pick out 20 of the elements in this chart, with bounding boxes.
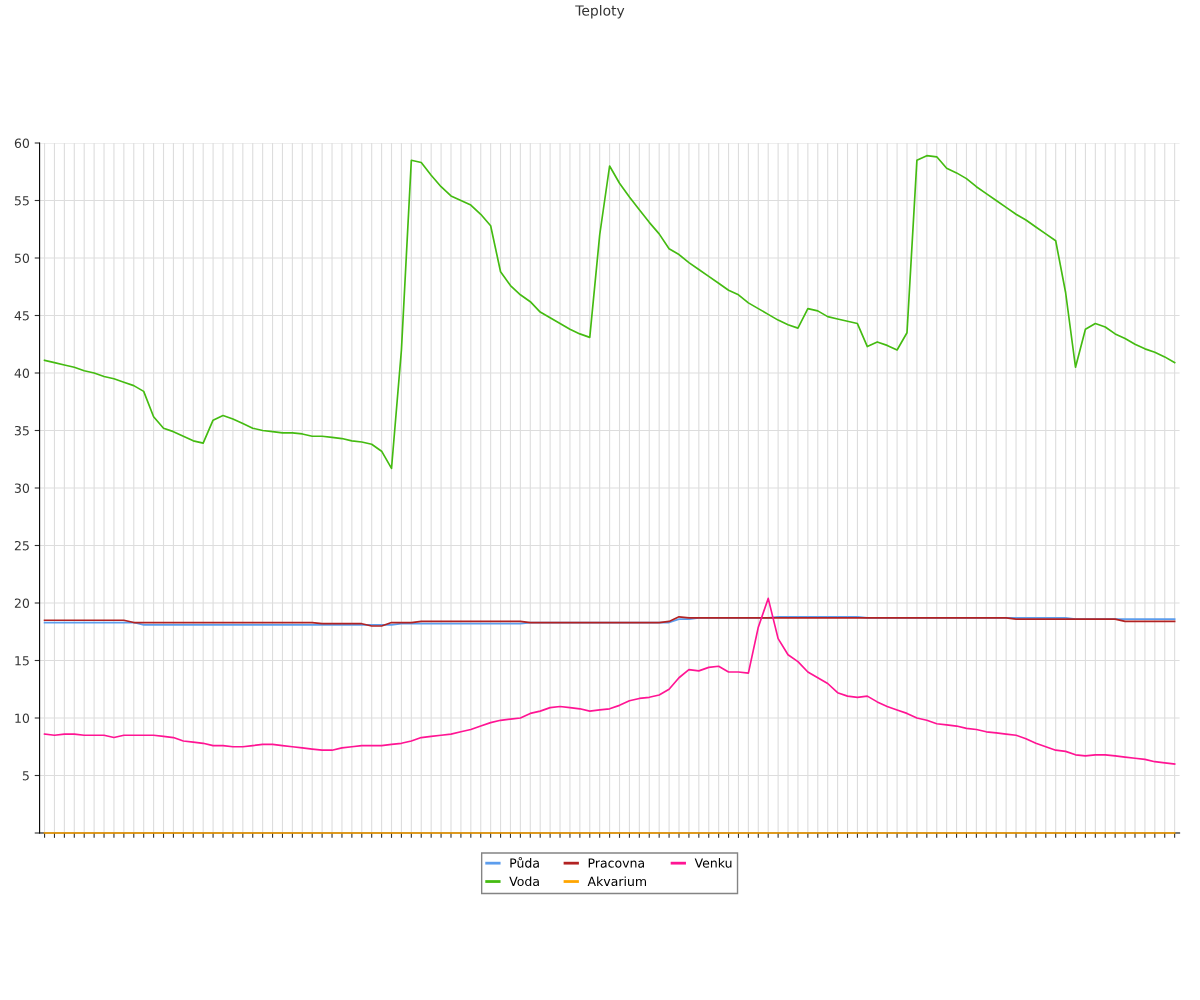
legend-label: Půda (510, 856, 539, 868)
y-tick-label: 55 (14, 196, 29, 206)
legend-label: Voda (509, 876, 539, 887)
chart-title: Teploty (575, 5, 625, 19)
y-tick-label: 10 (15, 713, 30, 723)
y-tick-label: 5 (22, 771, 29, 781)
y-tick-label: 50 (14, 253, 30, 263)
line-series (43, 597, 1176, 765)
y-tick-label: 45 (14, 311, 29, 321)
legend-label: Akvarium (587, 876, 646, 887)
y-tick-label: 60 (14, 138, 30, 148)
line-series (43, 154, 1176, 470)
y-tick-label: 20 (14, 598, 30, 608)
y-tick-label: 15 (15, 656, 29, 666)
y-tick-label: 25 (14, 540, 29, 551)
legend-label: Pracovna (588, 858, 644, 868)
y-tick-label: 35 (14, 425, 29, 436)
y-tick-label: 30 (14, 483, 30, 493)
y-tick-label: 40 (14, 368, 30, 378)
legend-label: Venku (694, 858, 732, 868)
